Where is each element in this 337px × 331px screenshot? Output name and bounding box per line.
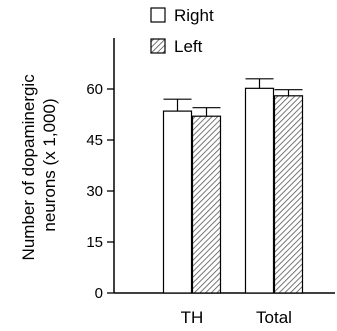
bars — [162, 78, 304, 294]
bar-th-right — [162, 110, 193, 294]
legend-label-right: Right — [174, 6, 214, 25]
y-ticks: 0 15 30 45 60 — [86, 81, 114, 302]
y-tick-label: 45 — [86, 132, 103, 149]
legend-label-left: Left — [174, 37, 203, 56]
x-tick-label-th: TH — [181, 308, 204, 327]
legend-item-left: Left — [150, 37, 203, 56]
x-tick-label-total: Total — [256, 308, 292, 327]
y-axis-label-line-1: Number of dopaminergic — [19, 74, 38, 261]
bar-total-right — [244, 87, 275, 294]
legend-swatch-left — [150, 38, 166, 54]
bar-total-left — [273, 95, 304, 294]
y-tick-label: 15 — [86, 234, 103, 251]
y-tick-label: 0 — [95, 285, 103, 302]
y-axis-label: Number of dopaminergic neurons (x 1,000) — [19, 70, 59, 261]
y-axis-label-line-2: neurons (x 1,000) — [40, 98, 59, 231]
legend-item-right: Right — [150, 6, 214, 25]
y-tick-label: 30 — [86, 183, 103, 200]
bar-th-left — [191, 115, 222, 294]
legend: Right Left — [150, 6, 214, 56]
x-tick-labels: TH Total — [181, 308, 292, 327]
y-tick-label: 60 — [86, 81, 103, 98]
legend-swatch-right — [150, 7, 166, 23]
